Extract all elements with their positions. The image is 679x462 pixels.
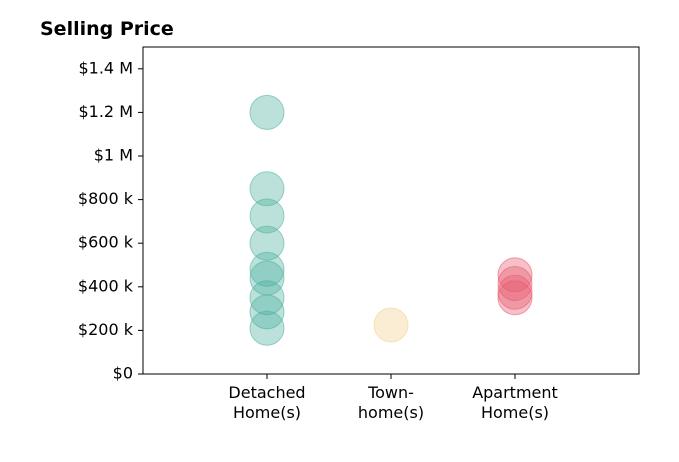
chart-title: Selling Price [40, 18, 174, 40]
data-point [249, 280, 285, 316]
x-tick-label: home(s) [358, 403, 424, 422]
y-tick-label: $800 k [78, 189, 134, 208]
data-point [249, 171, 285, 207]
y-tick-label: $0 [113, 364, 133, 383]
data-point [497, 274, 533, 310]
data-point [249, 310, 285, 346]
y-tick-label: $1 M [94, 146, 133, 165]
y-tick-label: $200 k [78, 320, 134, 339]
data-point [249, 94, 285, 130]
data-point [249, 294, 285, 330]
data-point [497, 280, 533, 316]
y-axis: $0 $200 k $400 k $600 k $800 k $1 M $1.2 M $1.4… [78, 58, 143, 383]
x-tick-label: Home(s) [481, 403, 549, 422]
x-tick-label: Home(s) [233, 403, 301, 422]
y-tick-label: $400 k [78, 276, 134, 295]
data-point [373, 307, 409, 343]
y-tick-label: $1.2 M [78, 102, 133, 121]
x-axis: DetachedHome(s)Town-home(s)ApartmentHome… [228, 374, 558, 422]
data-point [249, 251, 285, 287]
x-tick-label: Detached [228, 383, 305, 402]
x-tick-label: Apartment [472, 383, 558, 402]
data-point [497, 266, 533, 302]
data-point [249, 225, 285, 261]
y-tick-label: $1.4 M [78, 58, 133, 77]
data-points [249, 94, 533, 346]
x-tick-label: Town- [367, 383, 414, 402]
y-tick-label: $600 k [78, 233, 134, 252]
data-point [249, 198, 285, 234]
